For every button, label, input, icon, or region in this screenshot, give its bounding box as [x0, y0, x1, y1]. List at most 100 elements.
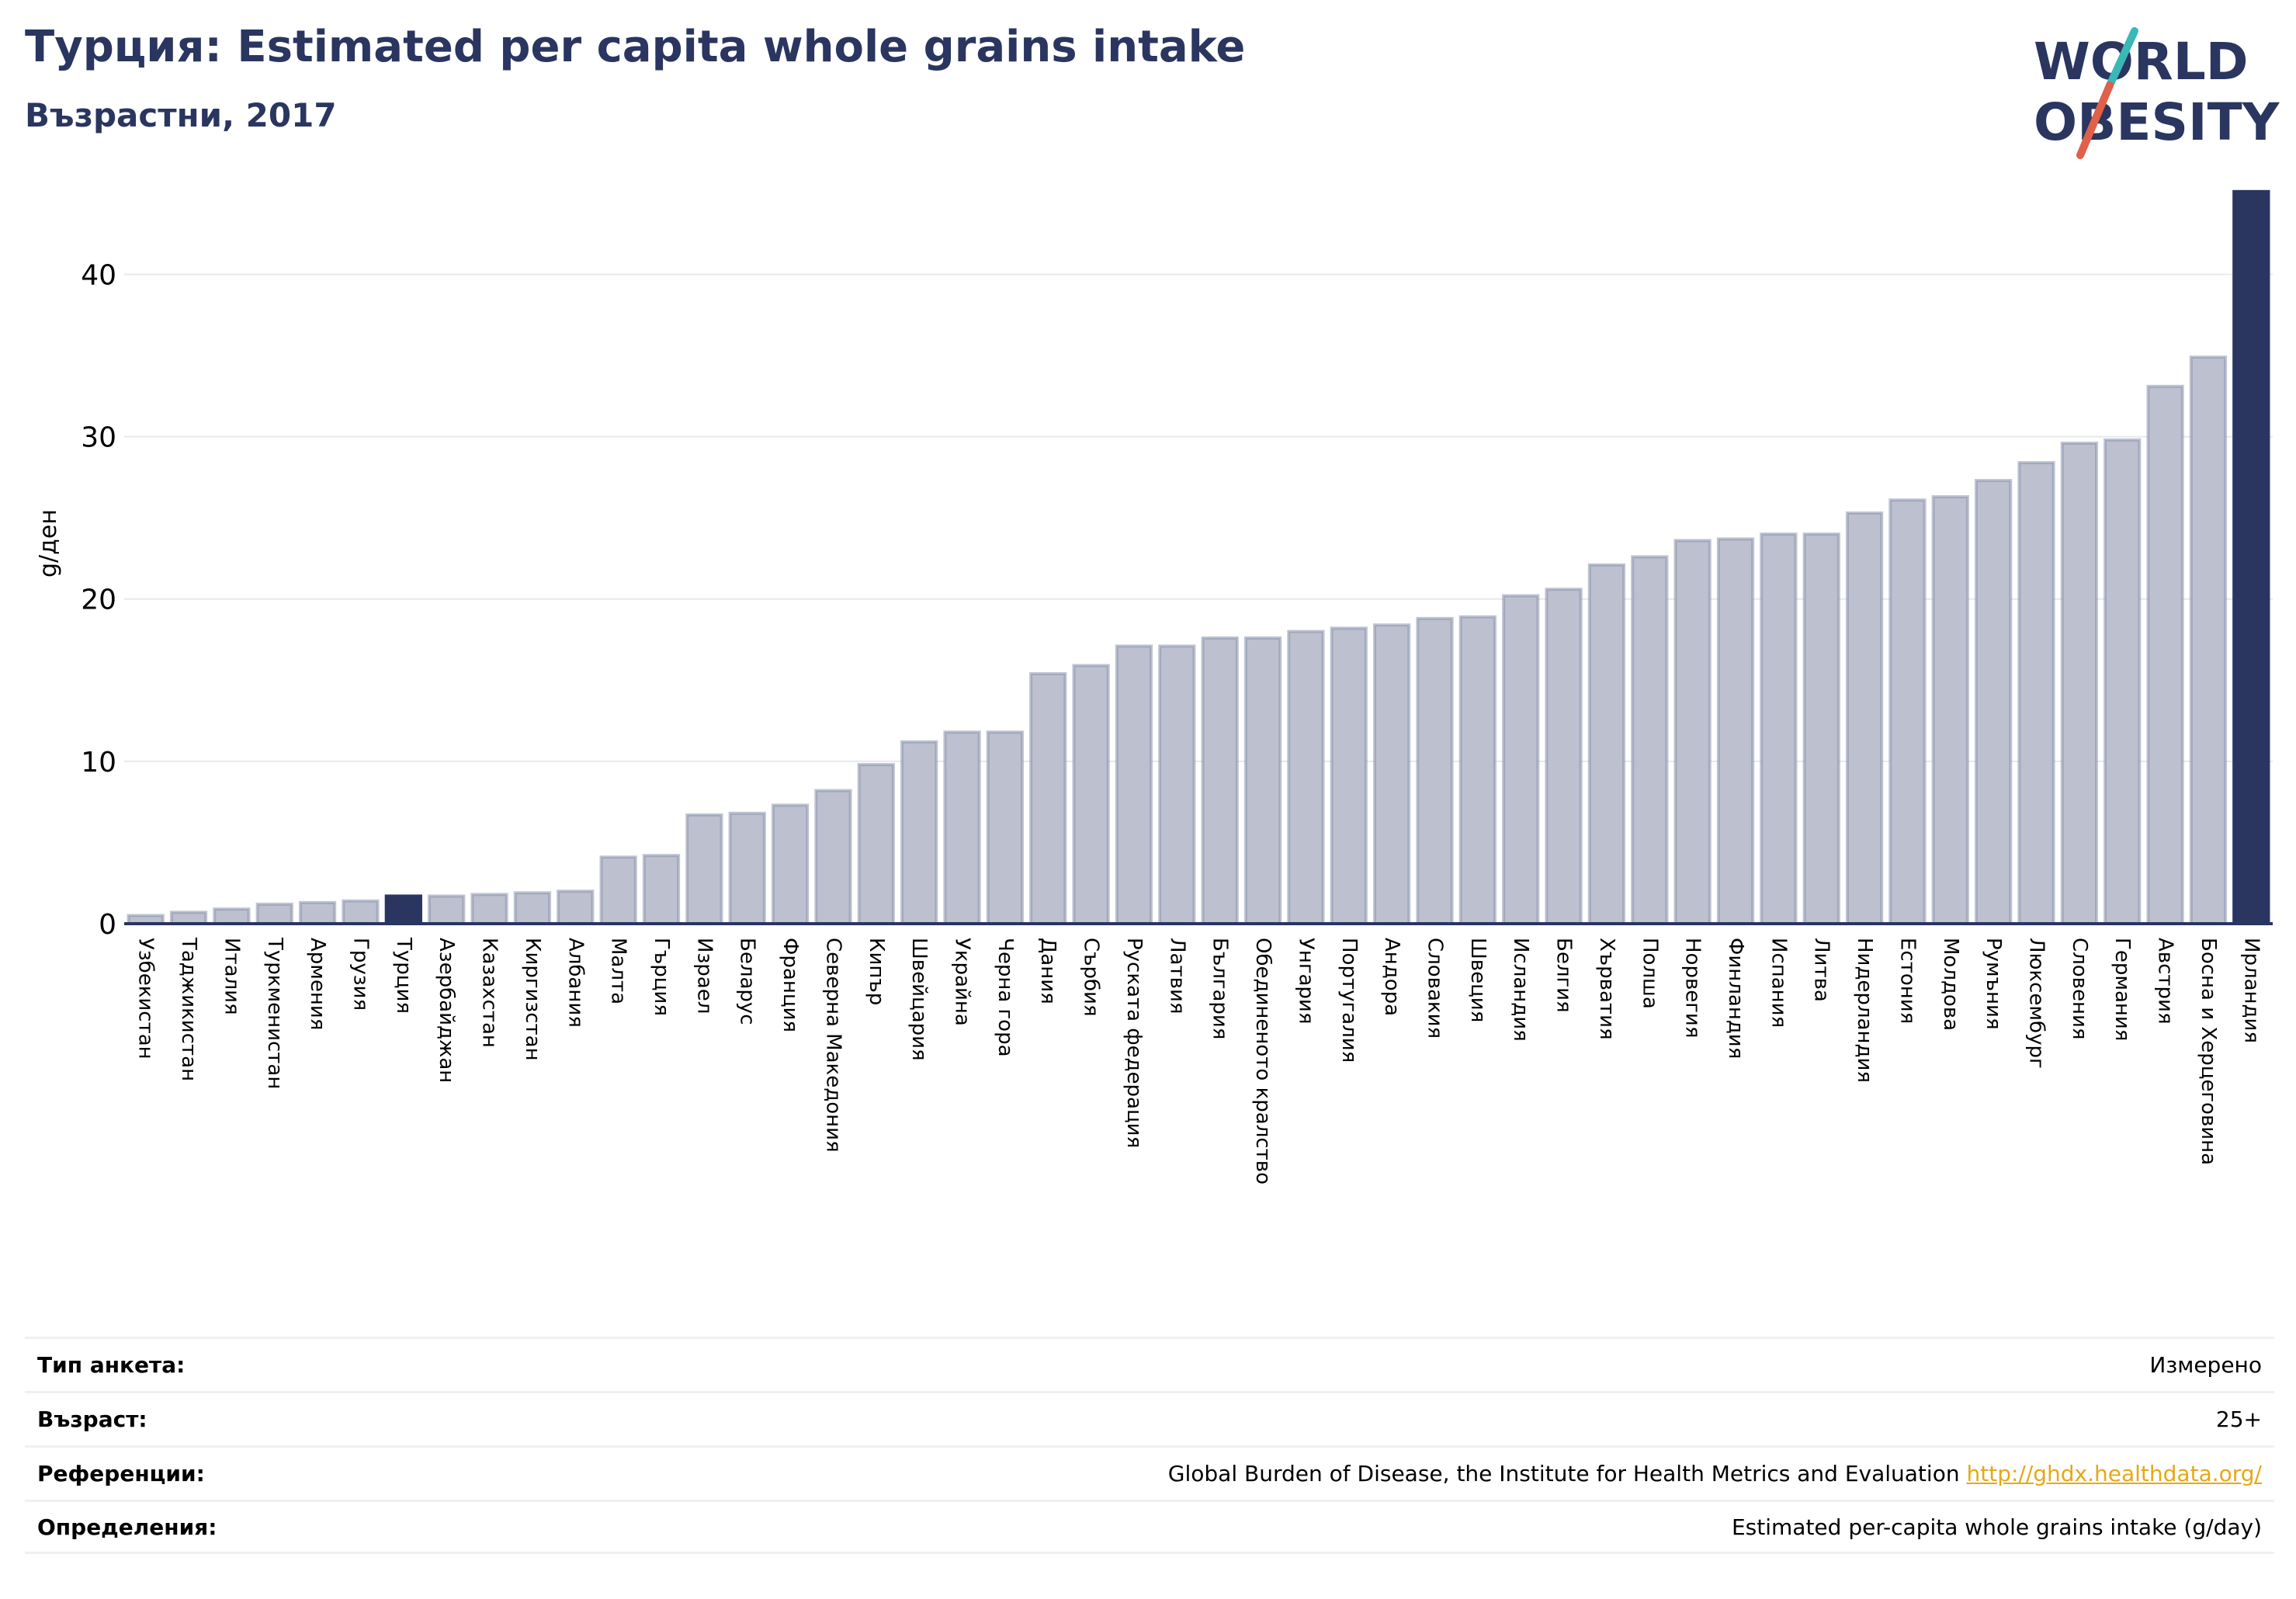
x-tick-label: Нидерландия — [1853, 938, 1876, 1083]
x-tick-label: Узбекистан — [134, 938, 158, 1060]
bar-39[interactable] — [1760, 532, 1798, 926]
bar-22[interactable] — [1029, 671, 1067, 926]
bar-37[interactable] — [1673, 539, 1712, 925]
bar-4[interactable] — [255, 902, 293, 925]
bar-23[interactable] — [1072, 664, 1110, 925]
bar-50[interactable] — [2232, 189, 2270, 926]
x-tick-label: Украйна — [951, 938, 974, 1026]
y-tick-label: 0 — [99, 909, 116, 941]
bar-46[interactable] — [2060, 441, 2099, 925]
bar-13[interactable] — [642, 854, 681, 925]
x-tick-label: Малта — [607, 938, 630, 1004]
bar-10[interactable] — [513, 891, 552, 926]
x-tick-label: Естония — [1895, 938, 1919, 1024]
x-tick-label: Исландия — [1509, 938, 1532, 1042]
x-tick-label: Обединеното кралство — [1251, 938, 1275, 1185]
logo-slash-red — [2076, 82, 2114, 159]
bar-24[interactable] — [1115, 644, 1153, 925]
bar-34[interactable] — [1545, 588, 1583, 925]
x-tick-label: Словения — [2068, 938, 2091, 1040]
bar-42[interactable] — [1888, 498, 1927, 925]
y-tick-label: 30 — [81, 422, 116, 454]
bar-15[interactable] — [728, 811, 766, 925]
x-tick-label: Литва — [1810, 938, 1833, 1002]
world-obesity-logo: WORLD OBESITY — [2034, 27, 2280, 159]
x-tick-label: Беларус — [736, 938, 759, 1025]
x-tick-label: Хърватия — [1595, 938, 1618, 1040]
bar-35[interactable] — [1587, 563, 1626, 925]
x-tick-label: Турция — [392, 937, 415, 1014]
bar-chart: g/ден 0 10 20 30 40 Узбекистан Таджикистан Итали… — [35, 189, 2273, 1185]
bar-44[interactable] — [1975, 479, 2013, 925]
bar-7[interactable] — [384, 894, 422, 926]
bar-19[interactable] — [900, 740, 938, 926]
bar-3[interactable] — [213, 907, 251, 925]
x-tick-label: Дания — [1036, 938, 1060, 1004]
y-axis-label: g/ден — [35, 509, 62, 578]
info-key: Референции: — [37, 1461, 205, 1486]
info-value: Estimated per-capita whole grains intake… — [1731, 1514, 2262, 1540]
bar-2[interactable] — [169, 910, 208, 925]
info-row-references: Референции: Global Burden of Disease, th… — [25, 1445, 2274, 1500]
bar-25[interactable] — [1158, 644, 1196, 925]
bar-32[interactable] — [1458, 615, 1497, 925]
x-tick-label: Португалия — [1337, 938, 1361, 1063]
bar-27[interactable] — [1243, 636, 1282, 925]
bar-14[interactable] — [685, 813, 723, 925]
x-tick-label: Киргизстан — [521, 938, 544, 1061]
bar-5[interactable] — [298, 900, 337, 925]
x-tick-label: Кипър — [865, 938, 888, 1005]
x-tick-label: Швеция — [1466, 938, 1490, 1022]
bar-38[interactable] — [1716, 537, 1755, 925]
x-tick-label: Люксембург — [2025, 938, 2048, 1069]
info-table: Тип анкета: Измерено Възраст: 25+ Рефере… — [25, 1337, 2274, 1554]
bar-26[interactable] — [1201, 636, 1239, 925]
bar-29[interactable] — [1330, 626, 1368, 926]
bar-16[interactable] — [771, 803, 810, 926]
bar-49[interactable] — [2189, 356, 2228, 926]
bar-8[interactable] — [428, 894, 466, 926]
x-tick-label: Босна и Херцеговина — [2197, 938, 2220, 1165]
bar-36[interactable] — [1631, 555, 1669, 926]
y-tick-label: 40 — [81, 259, 116, 291]
logo-line1: WORLD — [2034, 32, 2249, 92]
x-tick-label: Черна гора — [994, 938, 1017, 1057]
bar-31[interactable] — [1416, 616, 1454, 925]
bar-17[interactable] — [814, 789, 852, 926]
x-tick-label: Франция — [779, 938, 802, 1032]
x-tick-label: България — [1209, 938, 1232, 1039]
bar-18[interactable] — [857, 763, 895, 926]
bar-47[interactable] — [2104, 438, 2142, 925]
bar-21[interactable] — [986, 730, 1025, 925]
bar-30[interactable] — [1372, 623, 1411, 925]
bar-6[interactable] — [342, 899, 380, 925]
x-tick-label: Унгария — [1294, 938, 1317, 1024]
y-tick-label: 20 — [81, 584, 116, 616]
bar-43[interactable] — [1931, 494, 1969, 925]
x-tick-label: Северна Македония — [821, 938, 845, 1153]
bar-12[interactable] — [599, 855, 637, 925]
x-tick-label: Испания — [1767, 938, 1790, 1028]
bar-11[interactable] — [557, 890, 595, 926]
x-tick-label: Гърция — [650, 938, 673, 1016]
bar-41[interactable] — [1845, 511, 1884, 925]
x-tick-label: Белгия — [1552, 938, 1576, 1013]
x-tick-label: Финландия — [1724, 938, 1747, 1059]
info-value: Измерено — [2149, 1352, 2262, 1378]
x-tick-label: Ирландия — [2239, 938, 2263, 1043]
reference-link[interactable]: http://ghdx.healthdata.org/ — [1966, 1461, 2262, 1486]
info-row-age: Възраст: 25+ — [25, 1391, 2274, 1445]
bar-40[interactable] — [1802, 532, 1840, 926]
chart-subtitle: Възрастни, 2017 — [25, 96, 337, 134]
bar-45[interactable] — [2017, 461, 2055, 925]
x-tick-label: Румъния — [1982, 938, 2005, 1030]
bar-28[interactable] — [1287, 630, 1325, 926]
x-tick-label: Словакия — [1423, 938, 1446, 1039]
bar-48[interactable] — [2146, 384, 2184, 925]
bar-9[interactable] — [470, 893, 508, 926]
bar-33[interactable] — [1502, 594, 1540, 925]
x-tick-label: Полша — [1638, 938, 1661, 1009]
bar-20[interactable] — [943, 730, 981, 925]
x-tick-label: Албания — [564, 938, 587, 1028]
x-tick-label: Израел — [692, 938, 716, 1014]
